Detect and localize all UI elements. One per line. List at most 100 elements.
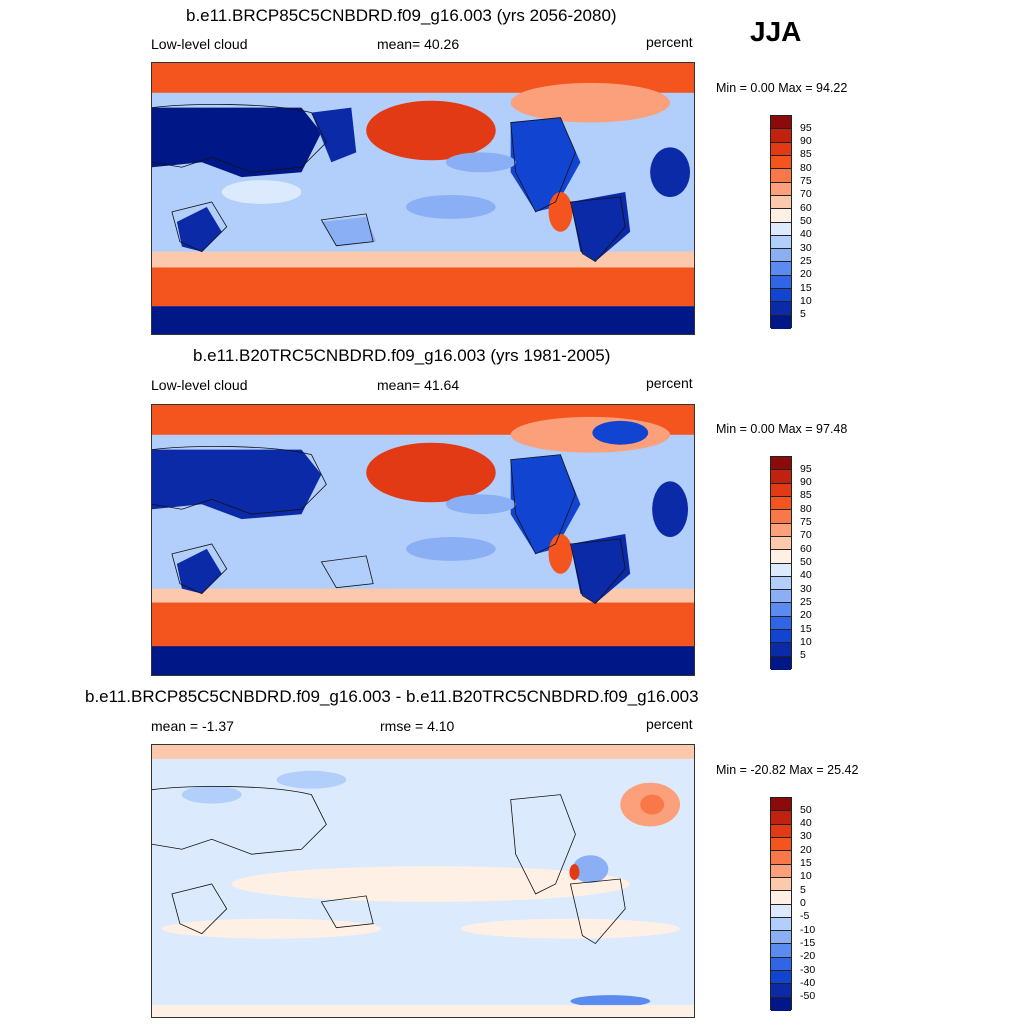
colorbar-swatch <box>771 944 791 958</box>
colorbar-tick-label: 5 <box>800 649 806 662</box>
panel-1-mean: mean= 40.26 <box>377 36 460 52</box>
colorbar-swatch <box>771 195 791 210</box>
colorbar-tick-label: -15 <box>800 936 816 949</box>
colorbar-swatch <box>771 457 791 471</box>
colorbar-tick-label: 30 <box>800 582 812 595</box>
colorbar-tick-label: 15 <box>800 857 812 870</box>
colorbar-tick-label: 20 <box>800 843 812 856</box>
colorbar-tick-label: 85 <box>800 148 812 161</box>
colorbar-swatch <box>771 877 791 892</box>
colorbar-tick-label: 30 <box>800 830 812 843</box>
colorbar-tick-label: 40 <box>800 228 812 241</box>
colorbar-tick-label: -10 <box>800 923 816 936</box>
colorbar-swatch <box>771 289 791 303</box>
colorbar-tick-label: 90 <box>800 476 812 489</box>
colorbar-swatch <box>771 209 791 223</box>
colorbar-tick-label: 60 <box>800 542 812 555</box>
colorbar-swatch <box>771 222 791 236</box>
colorbar-swatch <box>771 590 791 604</box>
colorbar-tick-label: -20 <box>800 950 816 963</box>
colorbar-swatch <box>771 616 791 631</box>
colorbar-swatch <box>771 630 791 644</box>
colorbar-tick-label: 75 <box>800 175 812 188</box>
colorbar-tick-label: 15 <box>800 622 812 635</box>
colorbar-swatch <box>771 129 791 143</box>
colorbar-swatch <box>771 275 791 290</box>
colorbar-swatch <box>771 811 791 825</box>
colorbar-swatch <box>771 656 791 670</box>
colorbar-tick-label: 5 <box>800 308 806 321</box>
colorbar-swatch <box>771 262 791 276</box>
colorbar-tick-label: 40 <box>800 817 812 830</box>
panel-3-minmax: Min = -20.82 Max = 25.42 <box>716 763 859 777</box>
panel-3-mean: mean = -1.37 <box>151 718 234 734</box>
colorbar-tick-label: 85 <box>800 489 812 502</box>
colorbar-swatch <box>771 550 791 564</box>
colorbar-swatch <box>771 563 791 577</box>
panel-1-map <box>151 62 695 335</box>
panel-1-units: percent <box>646 34 693 50</box>
colorbar-swatch <box>771 931 791 945</box>
colorbar-swatch <box>771 891 791 905</box>
colorbar-tick-label: -30 <box>800 963 816 976</box>
colorbar-swatch <box>771 496 791 511</box>
colorbar-swatch <box>771 917 791 932</box>
colorbar-tick-label: 95 <box>800 462 812 475</box>
colorbar-tick-label: 10 <box>800 294 812 307</box>
colorbar-swatch <box>771 510 791 524</box>
colorbar-tick-label: 80 <box>800 161 812 174</box>
panel-3-map <box>151 744 695 1018</box>
colorbar-tick-label: -5 <box>800 910 810 923</box>
colorbar-swatch <box>771 984 791 998</box>
colorbar-tick-label: 75 <box>800 516 812 529</box>
colorbar-tick-label: 20 <box>800 268 812 281</box>
colorbar-swatch <box>771 235 791 250</box>
panel-1-title: b.e11.BRCP85C5CNBDRD.f09_g16.003 (yrs 20… <box>186 6 617 25</box>
colorbar-tick-label: 50 <box>800 556 812 568</box>
colorbar-swatch <box>771 643 791 657</box>
panel-3-rmse: rmse = 4.10 <box>380 718 455 734</box>
colorbar-tick-label: 0 <box>800 897 806 909</box>
colorbar-swatch <box>771 824 791 838</box>
colorbar-tick-label: 15 <box>800 281 812 294</box>
panel-1-left-label: Low-level cloud <box>151 36 248 52</box>
colorbar-swatch <box>771 315 791 329</box>
colorbar-swatch <box>771 523 791 537</box>
colorbar-swatch <box>771 155 791 170</box>
colorbar-tick-label: 70 <box>800 188 812 201</box>
panel-2-left-label: Low-level cloud <box>151 377 248 393</box>
colorbar-tick-label: 25 <box>800 254 812 267</box>
colorbar-tick-label: 10 <box>800 870 812 883</box>
panel-2-units: percent <box>646 375 693 391</box>
panel-2-mean: mean= 41.64 <box>377 377 460 393</box>
colorbar-tick-label: -50 <box>800 990 816 1003</box>
panel-2-map <box>151 404 695 676</box>
colorbar-tick-label: 25 <box>800 595 812 608</box>
season-label: JJA <box>750 16 802 47</box>
colorbar-swatch <box>771 169 791 183</box>
panel-2-title: b.e11.B20TRC5CNBDRD.f09_g16.003 (yrs 198… <box>193 346 611 365</box>
colorbar-tick-label: 50 <box>800 803 812 816</box>
colorbar-tick-label: 50 <box>800 215 812 227</box>
colorbar-swatch <box>771 182 791 196</box>
colorbar-swatch <box>771 249 791 263</box>
colorbar-tick-label: 80 <box>800 502 812 515</box>
panel-3-units: percent <box>646 716 693 732</box>
colorbar-swatch <box>771 536 791 551</box>
colorbar-tick-label: 20 <box>800 609 812 622</box>
panel-2-minmax: Min = 0.00 Max = 97.48 <box>716 422 848 436</box>
colorbar-swatch <box>771 603 791 617</box>
panel-1-minmax: Min = 0.00 Max = 94.22 <box>716 81 848 95</box>
colorbar-tick-label: 5 <box>800 883 806 896</box>
panel-3-colorbar <box>770 797 792 1011</box>
colorbar-tick-label: 40 <box>800 569 812 582</box>
panel-1-colorbar <box>770 115 792 329</box>
colorbar-swatch <box>771 576 791 591</box>
colorbar-tick-label: 10 <box>800 635 812 648</box>
colorbar-swatch <box>771 837 791 852</box>
colorbar-swatch <box>771 470 791 484</box>
colorbar-swatch <box>771 483 791 497</box>
colorbar-swatch <box>771 904 791 918</box>
colorbar-swatch <box>771 997 791 1011</box>
colorbar-swatch <box>771 302 791 316</box>
